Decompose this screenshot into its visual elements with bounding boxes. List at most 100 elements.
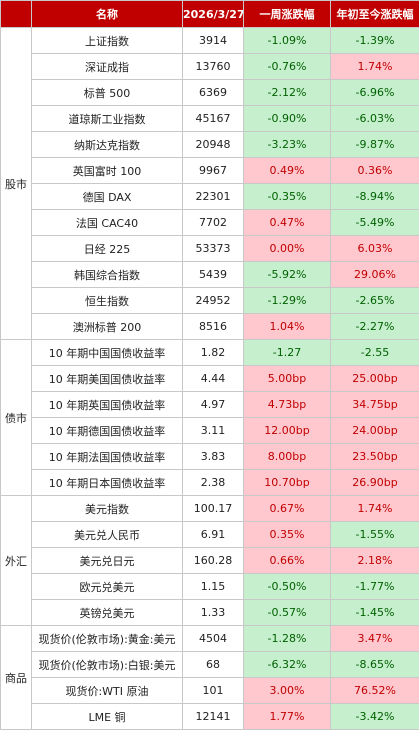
week-change-cell: -0.35%	[244, 184, 331, 210]
week-change-cell: 0.66%	[244, 548, 331, 574]
ytd-change-cell: -2.55	[331, 340, 419, 366]
asset-name-cell: 美元兑人民币	[32, 522, 183, 548]
close-value-cell: 4504	[183, 626, 244, 652]
week-change-cell: 1.77%	[244, 704, 331, 730]
week-change-cell: 0.00%	[244, 236, 331, 262]
ytd-change-cell: 0.36%	[331, 158, 419, 184]
asset-name-cell: 现货价(伦敦市场):白银:美元	[32, 652, 183, 678]
asset-name-cell: 澳洲标普 200	[32, 314, 183, 340]
ytd-change-cell: 24.00bp	[331, 418, 419, 444]
week-change-cell: 10.70bp	[244, 470, 331, 496]
close-value-cell: 7702	[183, 210, 244, 236]
ytd-change-cell: 1.74%	[331, 54, 419, 80]
ytd-change-cell: 29.06%	[331, 262, 419, 288]
close-value-cell: 2.38	[183, 470, 244, 496]
week-change-cell: -5.92%	[244, 262, 331, 288]
ytd-change-cell: 2.18%	[331, 548, 419, 574]
ytd-change-cell: -3.42%	[331, 704, 419, 730]
close-value-cell: 53373	[183, 236, 244, 262]
week-change-cell: 3.00%	[244, 678, 331, 704]
asset-name-cell: 10 年期德国国债收益率	[32, 418, 183, 444]
week-change-cell: -2.12%	[244, 80, 331, 106]
close-value-cell: 3.83	[183, 444, 244, 470]
close-value-cell: 101	[183, 678, 244, 704]
asset-name-cell: 深证成指	[32, 54, 183, 80]
header-week-change: 一周涨跌幅	[244, 1, 331, 28]
week-change-cell: 8.00bp	[244, 444, 331, 470]
header-date: 2026/3/27	[183, 1, 244, 28]
close-value-cell: 1.82	[183, 340, 244, 366]
close-value-cell: 1.33	[183, 600, 244, 626]
ytd-change-cell: -2.65%	[331, 288, 419, 314]
asset-name-cell: 10 年期法国国债收益率	[32, 444, 183, 470]
close-value-cell: 22301	[183, 184, 244, 210]
week-change-cell: -1.29%	[244, 288, 331, 314]
week-change-cell: -3.23%	[244, 132, 331, 158]
asset-name-cell: 英国富时 100	[32, 158, 183, 184]
category-cell: 股市	[1, 28, 32, 340]
close-value-cell: 13760	[183, 54, 244, 80]
asset-name-cell: 道琼斯工业指数	[32, 106, 183, 132]
week-change-cell: -1.28%	[244, 626, 331, 652]
ytd-change-cell: -1.39%	[331, 28, 419, 54]
asset-name-cell: 现货价(伦敦市场):黄金:美元	[32, 626, 183, 652]
close-value-cell: 4.97	[183, 392, 244, 418]
asset-name-cell: 10 年期中国国债收益率	[32, 340, 183, 366]
asset-name-cell: 纳斯达克指数	[32, 132, 183, 158]
asset-name-cell: 欧元兑美元	[32, 574, 183, 600]
ytd-change-cell: 26.90bp	[331, 470, 419, 496]
asset-name-cell: 法国 CAC40	[32, 210, 183, 236]
ytd-change-cell: -6.96%	[331, 80, 419, 106]
close-value-cell: 8516	[183, 314, 244, 340]
close-value-cell: 5439	[183, 262, 244, 288]
ytd-change-cell: -1.77%	[331, 574, 419, 600]
close-value-cell: 3914	[183, 28, 244, 54]
close-value-cell: 45167	[183, 106, 244, 132]
week-change-cell: -1.27	[244, 340, 331, 366]
ytd-change-cell: -6.03%	[331, 106, 419, 132]
ytd-change-cell: 1.74%	[331, 496, 419, 522]
close-value-cell: 160.28	[183, 548, 244, 574]
week-change-cell: -0.76%	[244, 54, 331, 80]
asset-name-cell: LME 铜	[32, 704, 183, 730]
week-change-cell: 0.67%	[244, 496, 331, 522]
close-value-cell: 100.17	[183, 496, 244, 522]
ytd-change-cell: 34.75bp	[331, 392, 419, 418]
asset-name-cell: 10 年期日本国债收益率	[32, 470, 183, 496]
week-change-cell: -6.32%	[244, 652, 331, 678]
week-change-cell: 12.00bp	[244, 418, 331, 444]
ytd-change-cell: -8.94%	[331, 184, 419, 210]
table-header-row: 名称 2026/3/27 一周涨跌幅 年初至今涨跌幅	[1, 1, 419, 28]
close-value-cell: 6369	[183, 80, 244, 106]
week-change-cell: -0.50%	[244, 574, 331, 600]
close-value-cell: 12141	[183, 704, 244, 730]
week-change-cell: 1.04%	[244, 314, 331, 340]
header-ytd-change: 年初至今涨跌幅	[331, 1, 419, 28]
ytd-change-cell: -8.65%	[331, 652, 419, 678]
category-cell: 外汇	[1, 496, 32, 626]
ytd-change-cell: 3.47%	[331, 626, 419, 652]
week-change-cell: 5.00bp	[244, 366, 331, 392]
header-name: 名称	[32, 1, 183, 28]
week-change-cell: 0.49%	[244, 158, 331, 184]
asset-name-cell: 韩国综合指数	[32, 262, 183, 288]
week-change-cell: 4.73bp	[244, 392, 331, 418]
